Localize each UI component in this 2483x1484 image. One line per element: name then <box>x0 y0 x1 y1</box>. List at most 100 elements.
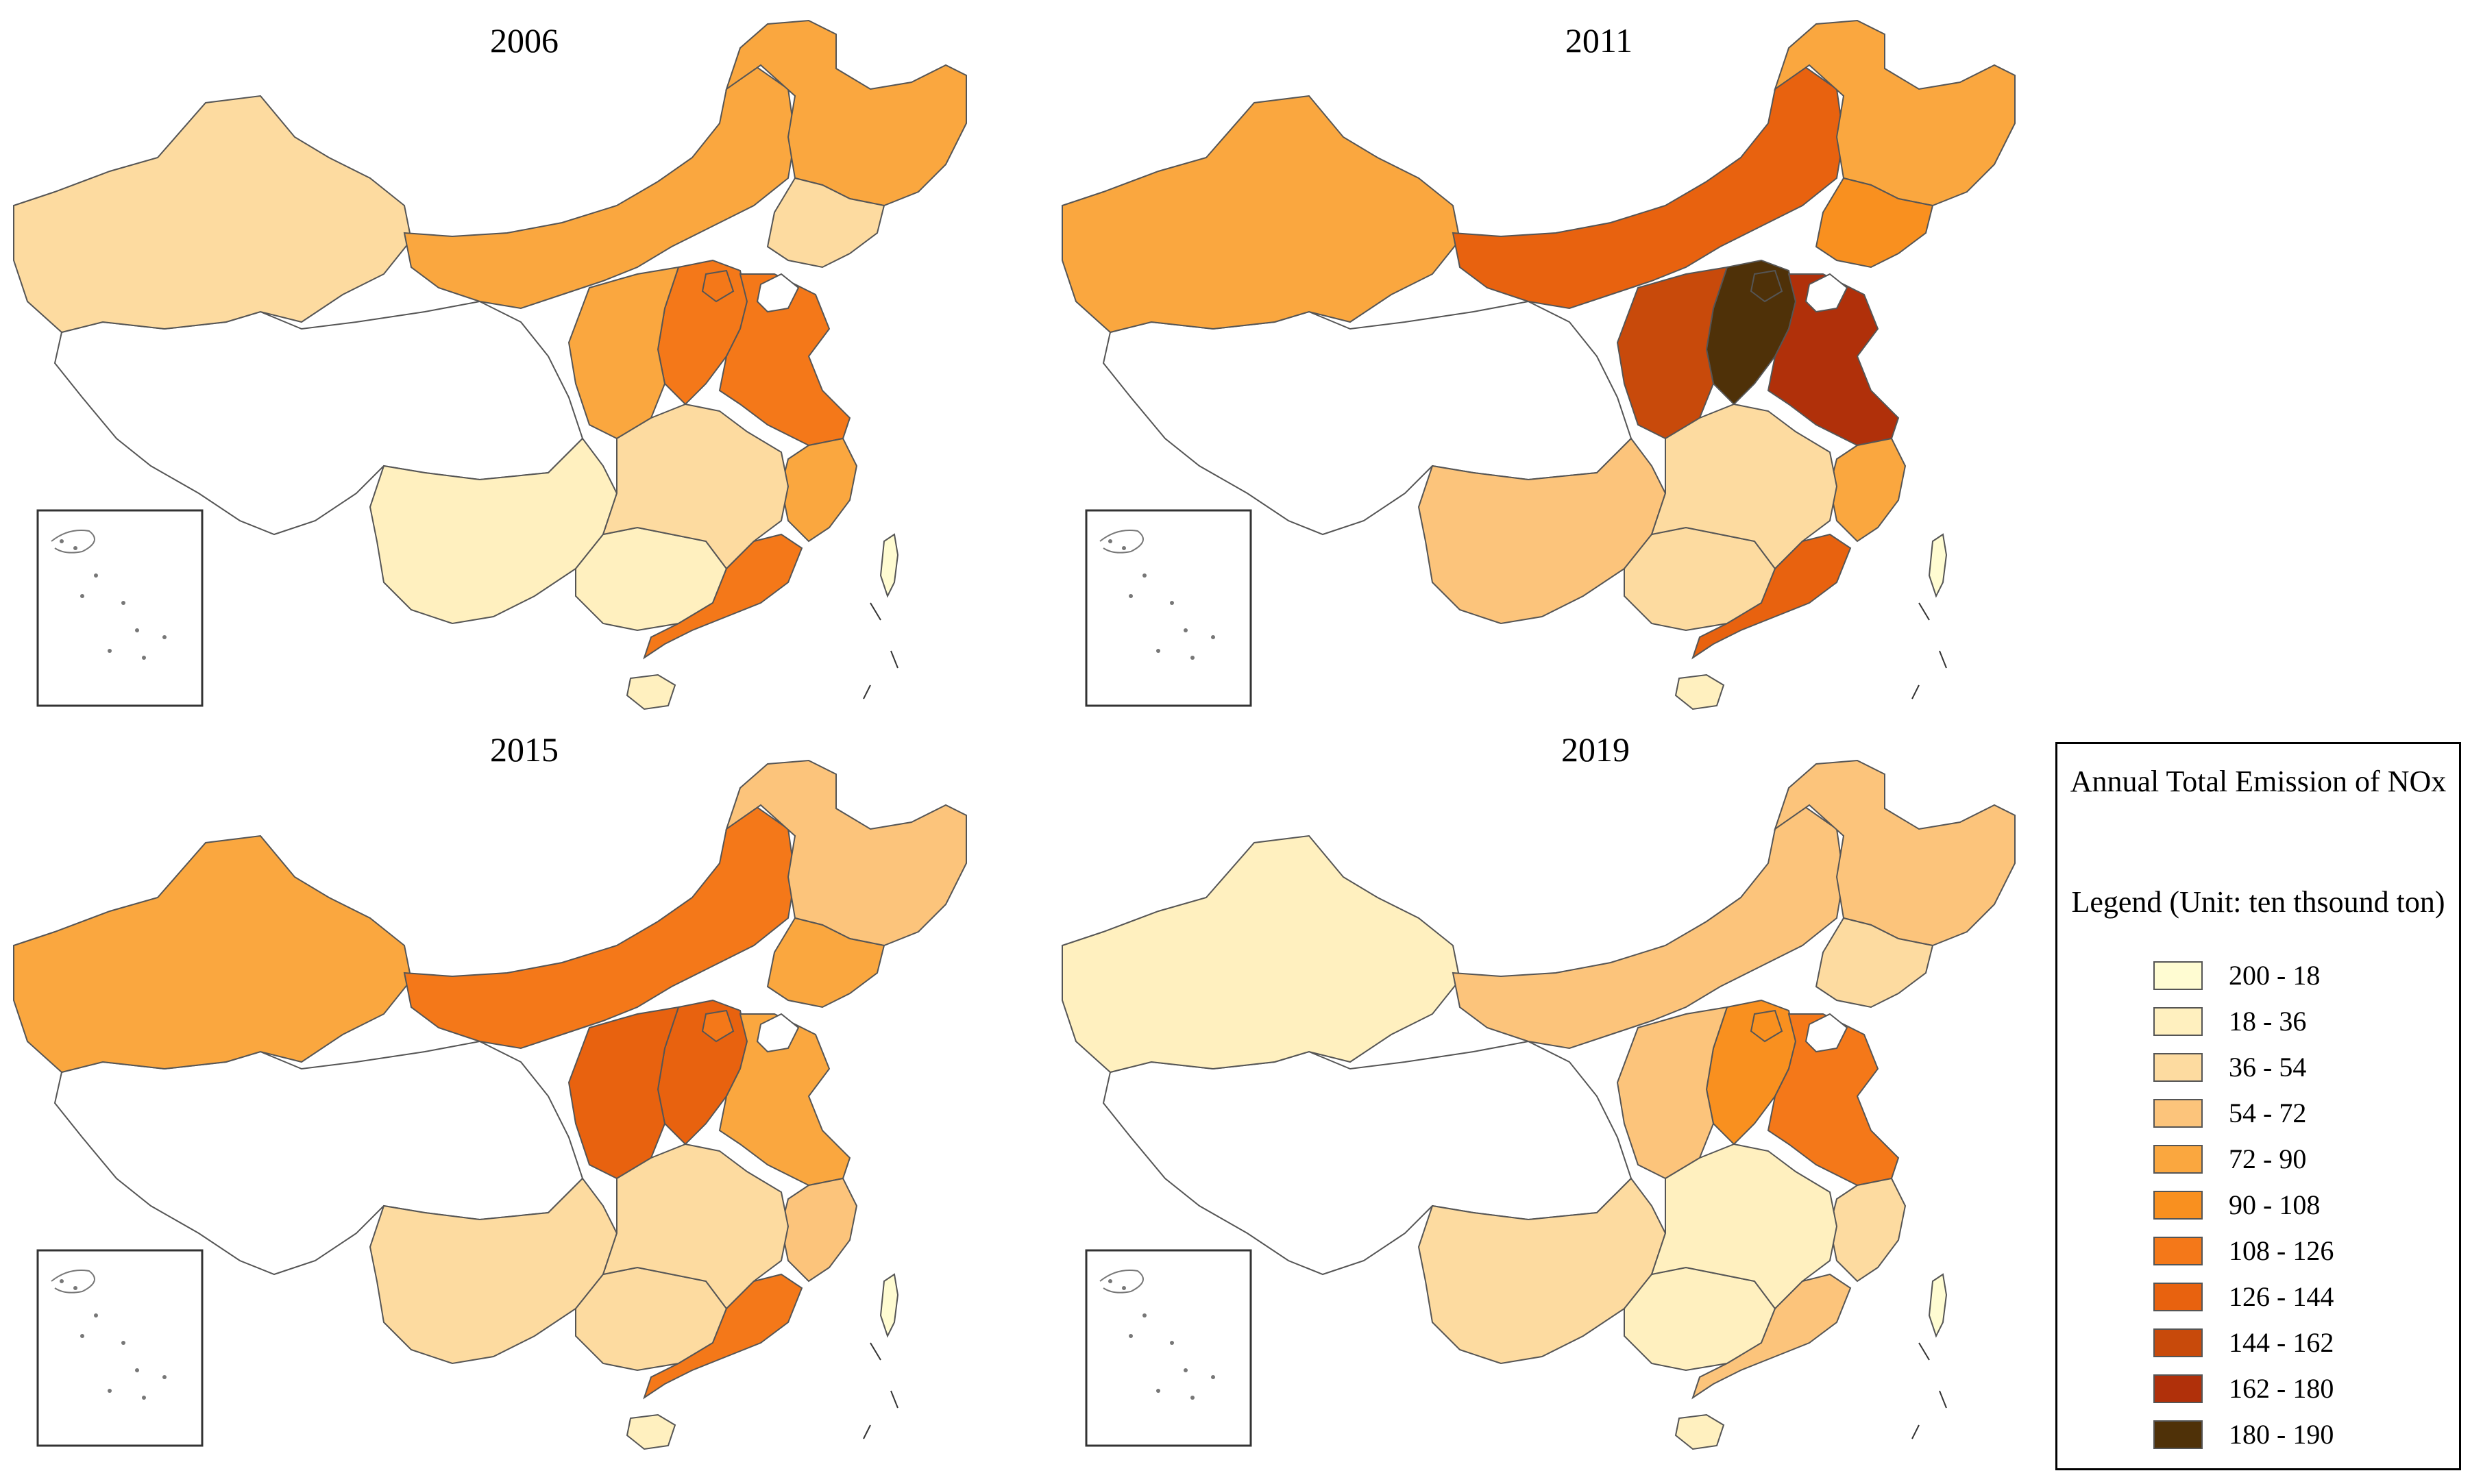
boundary-dash <box>1939 650 1947 669</box>
legend-label: 18 - 36 <box>2229 1006 2307 1037</box>
boundary-dash <box>890 1390 898 1409</box>
map-regions <box>1062 759 2016 1450</box>
inset-island <box>108 649 112 653</box>
region-hainan <box>626 1413 676 1450</box>
panel-title: 2015 <box>490 730 559 769</box>
inset-island <box>121 1341 125 1345</box>
inset-island <box>162 635 167 639</box>
inset-island <box>1142 1313 1147 1318</box>
inset-island <box>142 656 146 660</box>
region-southeast-coast <box>643 533 803 660</box>
inset-island <box>1142 573 1147 578</box>
inset-island <box>1156 649 1160 653</box>
bay-water <box>756 1013 800 1053</box>
legend-swatch <box>2153 1237 2203 1265</box>
region-east-coast <box>780 437 858 543</box>
legend-label: 180 - 190 <box>2229 1419 2334 1450</box>
inset-island <box>1184 1368 1188 1372</box>
legend-label: 72 - 90 <box>2229 1143 2307 1174</box>
boundary-dash <box>1918 602 1930 621</box>
panel-title: 2019 <box>1561 730 1630 769</box>
legend-swatch <box>2153 1007 2203 1036</box>
region-east-coast <box>1828 1177 1907 1283</box>
inset-island <box>1108 539 1112 543</box>
legend-label: 126 - 144 <box>2229 1281 2334 1312</box>
china-map-2019 <box>1062 759 2016 1450</box>
inset-island <box>1122 1286 1126 1290</box>
region-central <box>1616 266 1728 440</box>
china-map-2015 <box>13 759 967 1450</box>
region-northwest <box>1062 834 1461 1074</box>
china-map-2011 <box>1062 19 2016 710</box>
inset-island <box>73 546 77 550</box>
south-china-sea-inset <box>1085 1249 1252 1447</box>
inset-island <box>135 628 139 632</box>
panel-title: 2006 <box>490 21 559 60</box>
region-northeast-south <box>766 177 885 269</box>
boundary-dash <box>870 602 881 621</box>
inset-island <box>1190 1396 1195 1400</box>
south-china-sea-inset <box>36 1249 204 1447</box>
legend-title: Annual Total Emission of NOx <box>2070 765 2447 798</box>
legend-swatch <box>2153 1374 2203 1403</box>
legend-swatch <box>2153 961 2203 990</box>
region-northeast-north <box>1774 759 2016 947</box>
region-southeast <box>1650 1143 1838 1310</box>
legend-label: 144 - 162 <box>2229 1327 2334 1358</box>
region-southeast-coast <box>1691 533 1852 660</box>
inset-island <box>1129 594 1133 598</box>
legend-swatch <box>2153 1053 2203 1082</box>
region-northwest <box>13 834 413 1074</box>
region-southeast <box>602 403 790 570</box>
legend-swatch <box>2153 1283 2203 1311</box>
china-map-2006 <box>13 19 967 710</box>
inset-island <box>1184 628 1188 632</box>
bay-water <box>756 273 800 313</box>
region-capital <box>701 1009 735 1043</box>
region-central <box>567 266 680 440</box>
inset-island <box>1170 1341 1174 1345</box>
boundary-dash <box>863 684 871 700</box>
region-southeast <box>1650 403 1838 570</box>
inset-island <box>73 1286 77 1290</box>
inset-island <box>1170 601 1174 605</box>
south-china-sea-inset <box>36 509 204 707</box>
region-northwest <box>13 95 413 334</box>
inset-island <box>108 1389 112 1393</box>
region-taiwan <box>879 533 899 598</box>
legend-label: 36 - 54 <box>2229 1052 2307 1083</box>
boundary-dash <box>863 1424 871 1439</box>
map-legend: Annual Total Emission of NOx Legend (Uni… <box>2055 742 2461 1470</box>
region-capital <box>1750 1009 1783 1043</box>
inset-island <box>60 1279 64 1283</box>
inset-island <box>1211 1375 1215 1379</box>
bay-water <box>1805 1013 1848 1053</box>
region-central <box>1616 1006 1728 1180</box>
map-regions <box>13 759 967 1450</box>
boundary-dash <box>1939 1390 1947 1409</box>
legend-label: 54 - 72 <box>2229 1098 2307 1128</box>
boundary-dash <box>1911 684 1920 700</box>
legend-label: 90 - 108 <box>2229 1189 2321 1220</box>
inset-coastline <box>51 1270 95 1294</box>
inset-coastline <box>1099 1270 1144 1294</box>
region-southeast <box>602 1143 790 1310</box>
legend-swatch <box>2153 1191 2203 1220</box>
legend-swatch <box>2153 1145 2203 1174</box>
region-taiwan <box>879 1273 899 1338</box>
region-east-coast <box>780 1177 858 1283</box>
inset-island <box>162 1375 167 1379</box>
region-hainan <box>626 673 676 710</box>
map-regions <box>1062 19 2016 710</box>
inset-island <box>80 1334 84 1338</box>
bay-water <box>1805 273 1848 313</box>
inset-island <box>94 573 98 578</box>
inset-island <box>1156 1389 1160 1393</box>
region-hainan <box>1674 673 1725 710</box>
inset-island <box>1190 656 1195 660</box>
boundary-dash <box>890 650 898 669</box>
legend-subtitle: Legend (Unit: ten thsound ton) <box>2071 885 2445 919</box>
region-northeast-south <box>766 917 885 1009</box>
region-taiwan <box>1928 1273 1948 1338</box>
region-capital <box>1750 269 1783 303</box>
